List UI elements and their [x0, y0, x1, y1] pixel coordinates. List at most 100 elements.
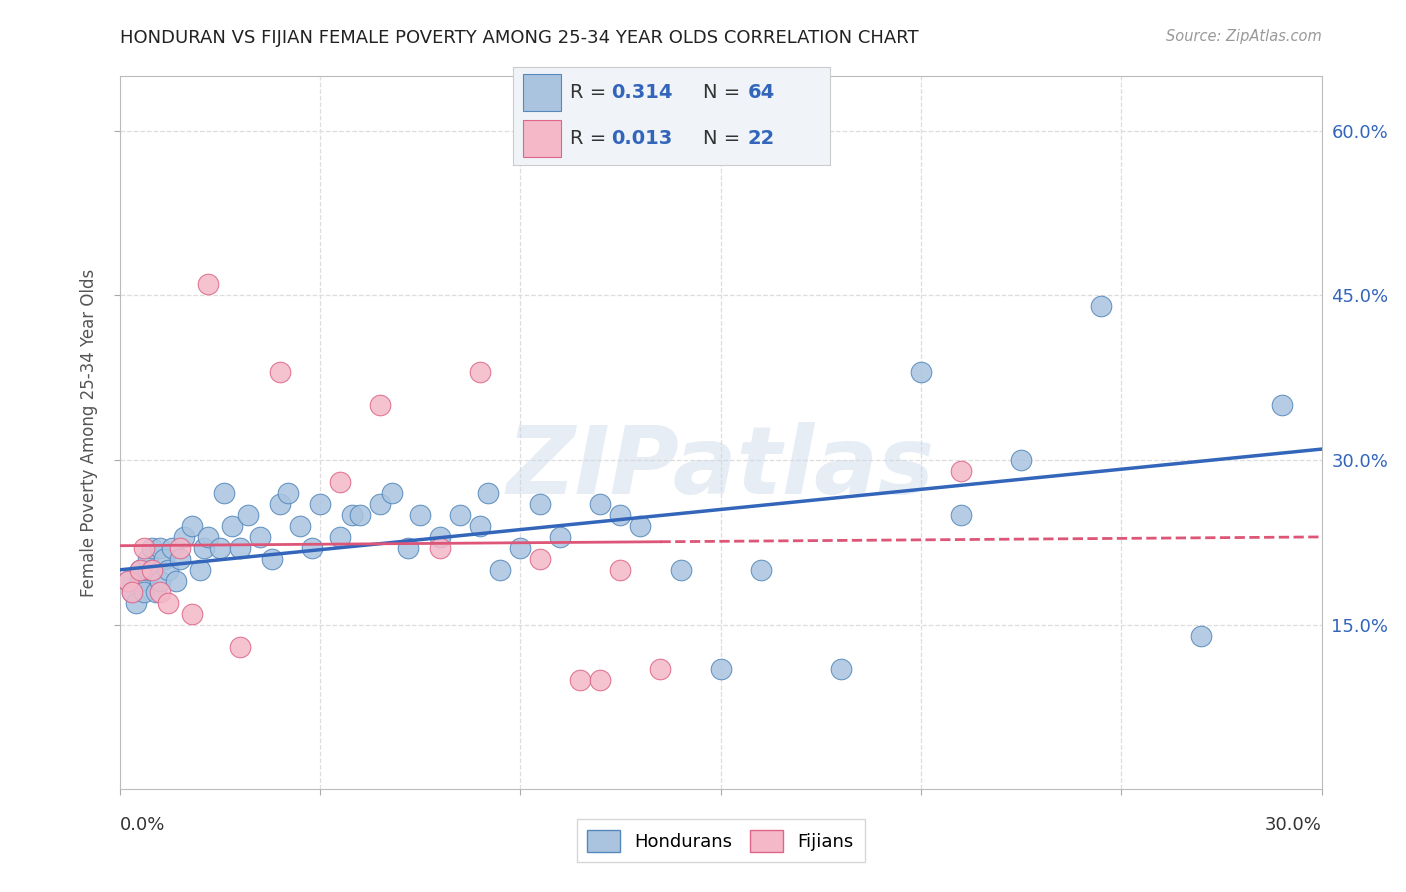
- Point: [128, 563, 150, 577]
- Point: [609, 508, 631, 522]
- Point: [749, 563, 772, 577]
- Point: [236, 508, 259, 522]
- Point: [589, 673, 612, 687]
- Point: [117, 574, 139, 588]
- Point: [221, 519, 243, 533]
- Point: [197, 277, 219, 292]
- Point: [288, 519, 311, 533]
- Text: R =: R =: [571, 83, 613, 102]
- Point: [301, 541, 323, 555]
- Point: [169, 552, 191, 566]
- Point: [449, 508, 471, 522]
- Point: [529, 552, 551, 566]
- Text: ZIPatlas: ZIPatlas: [506, 422, 935, 515]
- Point: [1010, 453, 1032, 467]
- Point: [589, 497, 612, 511]
- Point: [156, 596, 179, 610]
- Text: R =: R =: [571, 129, 613, 148]
- Point: [329, 530, 352, 544]
- Bar: [523, 74, 561, 112]
- Point: [1090, 299, 1112, 313]
- Point: [132, 584, 155, 599]
- Point: [141, 541, 163, 555]
- Point: [609, 563, 631, 577]
- Legend: Hondurans, Fijians: Hondurans, Fijians: [576, 819, 865, 863]
- Point: [124, 596, 146, 610]
- Point: [136, 563, 159, 577]
- Point: [381, 486, 404, 500]
- Text: HONDURAN VS FIJIAN FEMALE POVERTY AMONG 25-34 YEAR OLDS CORRELATION CHART: HONDURAN VS FIJIAN FEMALE POVERTY AMONG …: [120, 29, 918, 46]
- Bar: [523, 120, 561, 157]
- Point: [149, 541, 172, 555]
- Text: 0.0%: 0.0%: [120, 816, 165, 834]
- Point: [228, 541, 252, 555]
- Point: [409, 508, 432, 522]
- Point: [212, 486, 235, 500]
- Point: [630, 519, 652, 533]
- Point: [1191, 629, 1213, 643]
- Point: [193, 541, 215, 555]
- Text: N =: N =: [703, 129, 747, 148]
- Point: [429, 530, 451, 544]
- Point: [468, 519, 492, 533]
- Point: [509, 541, 531, 555]
- Point: [180, 607, 202, 621]
- Point: [569, 673, 592, 687]
- Point: [396, 541, 419, 555]
- Point: [468, 365, 492, 379]
- Text: 30.0%: 30.0%: [1265, 816, 1322, 834]
- Point: [429, 541, 451, 555]
- Point: [368, 497, 391, 511]
- Point: [950, 508, 973, 522]
- Point: [329, 475, 352, 489]
- Point: [830, 662, 852, 676]
- Point: [128, 574, 150, 588]
- Point: [368, 398, 391, 412]
- Point: [117, 574, 139, 588]
- Point: [141, 563, 163, 577]
- Point: [136, 552, 159, 566]
- Point: [165, 574, 187, 588]
- Point: [149, 574, 172, 588]
- Point: [208, 541, 231, 555]
- Point: [340, 508, 363, 522]
- Point: [950, 464, 973, 478]
- Point: [156, 563, 179, 577]
- Point: [529, 497, 551, 511]
- Point: [569, 135, 592, 149]
- Point: [269, 365, 291, 379]
- Point: [169, 541, 191, 555]
- Point: [477, 486, 499, 500]
- Point: [309, 497, 332, 511]
- Point: [910, 365, 932, 379]
- Point: [1271, 398, 1294, 412]
- Point: [121, 584, 143, 599]
- Point: [709, 662, 731, 676]
- Point: [132, 541, 155, 555]
- Point: [669, 563, 692, 577]
- Text: 0.314: 0.314: [612, 83, 672, 102]
- Point: [145, 584, 167, 599]
- Point: [160, 541, 183, 555]
- Text: 0.013: 0.013: [612, 129, 672, 148]
- Y-axis label: Female Poverty Among 25-34 Year Olds: Female Poverty Among 25-34 Year Olds: [80, 268, 98, 597]
- Point: [173, 530, 195, 544]
- Point: [650, 662, 672, 676]
- Point: [269, 497, 291, 511]
- Point: [489, 563, 512, 577]
- Text: Source: ZipAtlas.com: Source: ZipAtlas.com: [1166, 29, 1322, 44]
- Point: [249, 530, 271, 544]
- Point: [141, 563, 163, 577]
- Text: 22: 22: [748, 129, 775, 148]
- Text: 64: 64: [748, 83, 775, 102]
- Point: [349, 508, 371, 522]
- Point: [197, 530, 219, 544]
- Text: N =: N =: [703, 83, 747, 102]
- Point: [128, 563, 150, 577]
- Point: [149, 584, 172, 599]
- Point: [260, 552, 283, 566]
- Point: [277, 486, 299, 500]
- Point: [188, 563, 211, 577]
- Point: [180, 519, 202, 533]
- Point: [550, 530, 572, 544]
